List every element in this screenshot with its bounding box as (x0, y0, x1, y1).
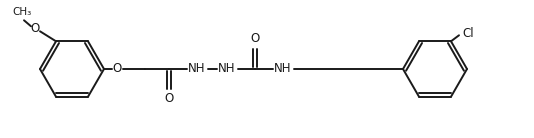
Text: NH: NH (218, 63, 235, 75)
Text: CH₃: CH₃ (12, 7, 32, 17)
Text: O: O (30, 22, 40, 35)
Text: O: O (164, 92, 174, 105)
Text: O: O (112, 63, 122, 75)
Text: O: O (250, 33, 260, 46)
Text: NH: NH (189, 63, 206, 75)
Text: NH: NH (274, 63, 292, 75)
Text: Cl: Cl (462, 27, 474, 40)
